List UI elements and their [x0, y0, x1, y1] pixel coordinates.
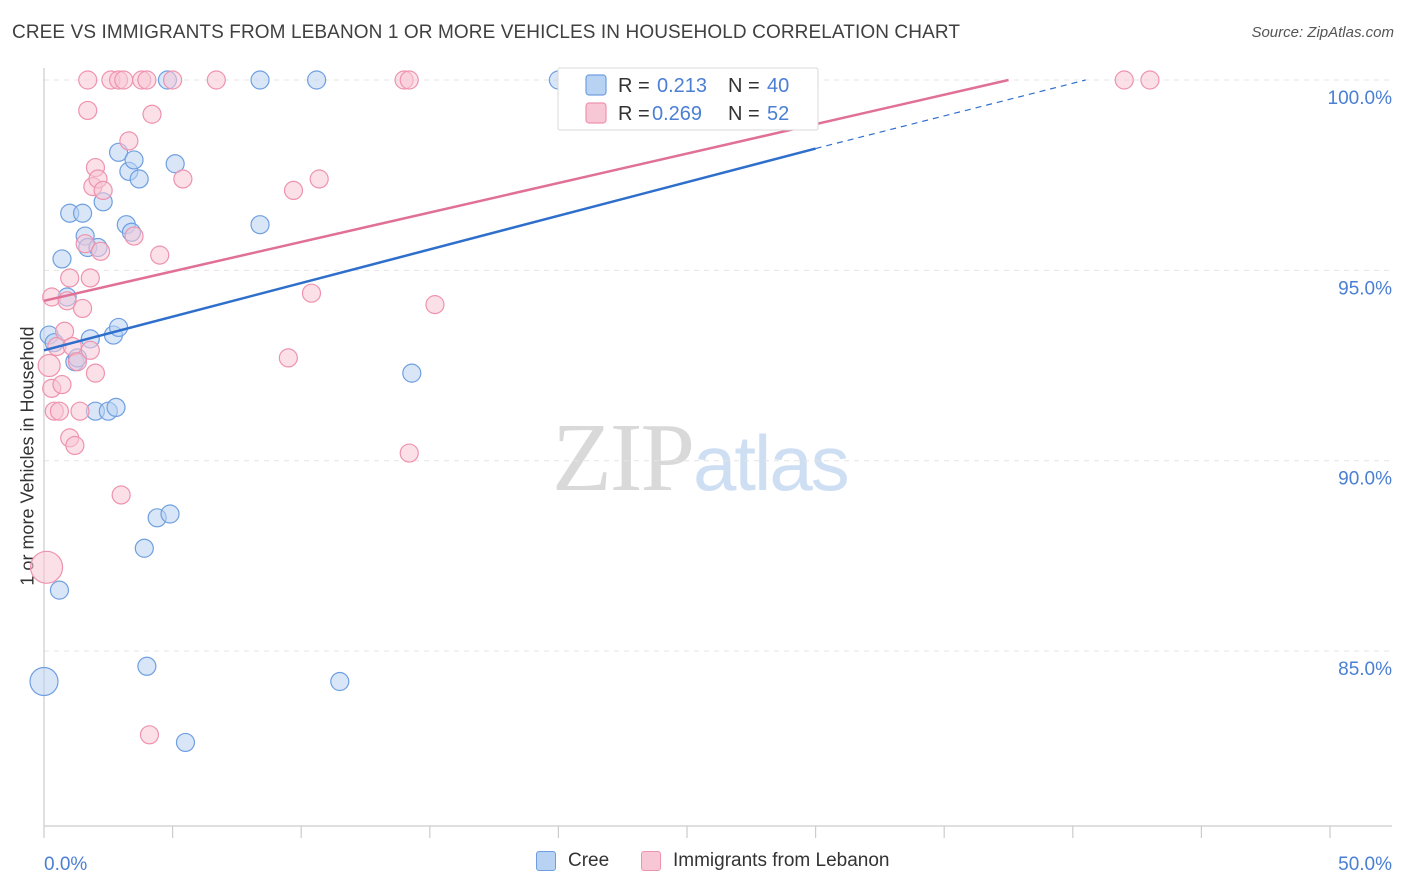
- lebanon-point[interactable]: [75, 234, 95, 254]
- lebanon-point[interactable]: [137, 70, 157, 90]
- lebanon-point[interactable]: [80, 268, 100, 288]
- cree-point[interactable]: [72, 203, 93, 223]
- lebanon-point[interactable]: [139, 725, 160, 745]
- watermark: ZIPatlas: [552, 400, 850, 514]
- cree-point[interactable]: [250, 215, 270, 235]
- lebanon-point[interactable]: [78, 70, 98, 90]
- axis-layer: 85.0% 90.0% 95.0% 100.0% 0.0% 50.0%: [43, 68, 1393, 875]
- series-legend: Cree Immigrants from Lebanon: [0, 850, 1406, 880]
- lebanon-point[interactable]: [60, 268, 80, 288]
- stats-legend-lebanon-r-value: 0.269: [652, 103, 702, 125]
- lebanon-point[interactable]: [54, 321, 75, 341]
- lebanon-point[interactable]: [119, 131, 139, 151]
- legend-lebanon-swatch: [641, 851, 661, 871]
- lebanon-point[interactable]: [114, 70, 134, 90]
- lebanon-point[interactable]: [163, 70, 183, 90]
- grid-layer: [44, 79, 1392, 652]
- legend-item-lebanon[interactable]: Immigrants from Lebanon: [641, 850, 890, 872]
- cree-trend-line: [43, 147, 816, 352]
- cree-point[interactable]: [175, 732, 196, 753]
- lebanon-point[interactable]: [1140, 70, 1160, 90]
- cree-point[interactable]: [108, 317, 129, 338]
- lebanon-point[interactable]: [93, 180, 113, 201]
- watermark-zip: ZIP: [552, 404, 695, 512]
- cree-point[interactable]: [134, 538, 154, 558]
- lebanon-point[interactable]: [278, 348, 298, 368]
- lebanon-point[interactable]: [37, 353, 61, 378]
- legend-cree-label: Cree: [568, 850, 610, 871]
- lebanon-point[interactable]: [142, 104, 162, 124]
- cree-point[interactable]: [165, 154, 185, 174]
- lebanon-point[interactable]: [85, 363, 106, 383]
- watermark-atlas: atlas: [693, 419, 850, 507]
- stats-legend-cree-n-label: N =: [728, 75, 760, 97]
- lebanon-point[interactable]: [150, 245, 170, 265]
- y-tick-label: 100.0%: [1328, 88, 1393, 109]
- lebanon-point[interactable]: [29, 550, 64, 584]
- lebanon-point[interactable]: [49, 401, 70, 421]
- lebanon-point[interactable]: [78, 100, 98, 121]
- cree-point[interactable]: [52, 249, 72, 269]
- lebanon-point[interactable]: [173, 169, 193, 189]
- lebanon-trend-line: [43, 78, 1009, 303]
- cree-point[interactable]: [402, 363, 422, 383]
- lebanon-point[interactable]: [70, 401, 90, 421]
- stats-legend-cree-n-value: 40: [767, 75, 789, 97]
- stats-legend-lebanon-n-label: N =: [728, 103, 760, 125]
- cree-point[interactable]: [124, 150, 144, 170]
- lebanon-point[interactable]: [399, 443, 419, 463]
- stats-legend-frame: [557, 67, 819, 131]
- lebanon-point[interactable]: [72, 298, 93, 319]
- lebanon-point[interactable]: [65, 435, 85, 456]
- x-tick-label-max: 50.0%: [1338, 854, 1392, 875]
- stats-legend-cree-r-label: R =: [618, 75, 650, 97]
- lebanon-point[interactable]: [283, 180, 304, 201]
- cree-point[interactable]: [49, 580, 70, 600]
- y-tick-label: 90.0%: [1338, 469, 1392, 490]
- lebanon-point[interactable]: [425, 295, 445, 315]
- stats-legend-lebanon-r-label: R =: [618, 103, 650, 125]
- lebanon-point[interactable]: [309, 169, 329, 189]
- lebanon-point[interactable]: [301, 283, 322, 303]
- points-layer: [29, 70, 1160, 753]
- y-tick-label: 85.0%: [1338, 659, 1392, 680]
- legend-lebanon-label: Immigrants from Lebanon: [673, 850, 890, 871]
- lebanon-point[interactable]: [90, 241, 111, 261]
- cree-point[interactable]: [250, 70, 270, 90]
- stats-legend-cree-r-value: 0.213: [657, 75, 707, 97]
- lebanon-point[interactable]: [1114, 70, 1134, 90]
- lebanon-point[interactable]: [67, 352, 88, 372]
- cree-point[interactable]: [129, 169, 149, 189]
- lebanon-point[interactable]: [399, 70, 419, 90]
- cree-point[interactable]: [330, 671, 350, 692]
- cree-point[interactable]: [29, 666, 59, 697]
- cree-trend-extension: [815, 79, 1086, 150]
- stats-legend-cree-swatch: [585, 74, 607, 96]
- stats-legend-lebanon-n-value: 52: [767, 103, 789, 125]
- trend-layer: [43, 78, 1086, 352]
- stats-legend: R = 0.213 N = 40 R = 0.269 N = 52: [557, 67, 819, 131]
- lebanon-point[interactable]: [124, 226, 144, 246]
- stats-legend-lebanon-swatch: [585, 102, 607, 124]
- cree-point[interactable]: [106, 397, 126, 418]
- x-tick-label-min: 0.0%: [44, 854, 87, 875]
- y-tick-label: 95.0%: [1338, 278, 1392, 299]
- lebanon-point[interactable]: [52, 374, 72, 395]
- lebanon-point[interactable]: [80, 340, 100, 360]
- source-credit: Source: ZipAtlas.com: [1251, 24, 1394, 41]
- cree-point[interactable]: [160, 504, 180, 524]
- legend-item-cree[interactable]: Cree: [536, 850, 609, 872]
- cree-point[interactable]: [137, 656, 157, 676]
- lebanon-point[interactable]: [206, 70, 226, 90]
- chart-title: CREE VS IMMIGRANTS FROM LEBANON 1 OR MOR…: [12, 22, 961, 43]
- cree-point[interactable]: [307, 70, 327, 90]
- legend-cree-swatch: [536, 851, 556, 871]
- lebanon-point[interactable]: [111, 485, 131, 505]
